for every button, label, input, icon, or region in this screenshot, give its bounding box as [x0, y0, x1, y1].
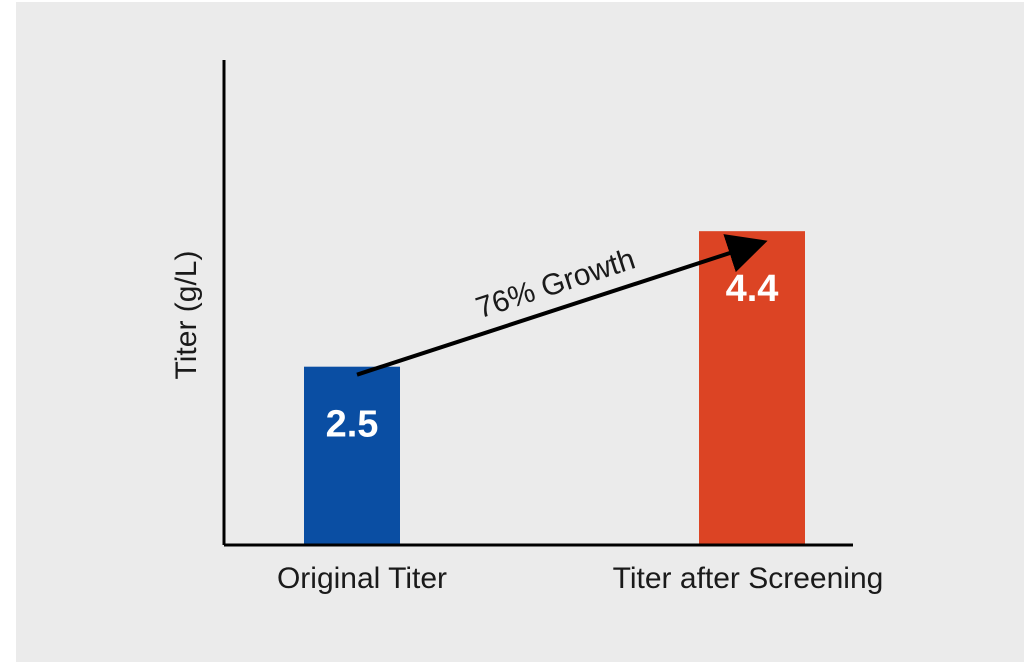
- bar-1: [304, 366, 400, 545]
- growth-annotation: 76% Growth: [472, 243, 639, 326]
- bar-value-label-1: 2.5: [326, 404, 379, 446]
- bar-2: [699, 231, 805, 546]
- x-tick-label-2: Titer after Screening: [613, 562, 884, 595]
- y-axis-title: Titer (g/L): [170, 251, 203, 380]
- bar-value-label-2: 4.4: [726, 268, 779, 310]
- x-tick-label-1: Original Titer: [277, 562, 447, 595]
- chart-panel: [16, 2, 1024, 662]
- growth-arrow: [356, 234, 768, 377]
